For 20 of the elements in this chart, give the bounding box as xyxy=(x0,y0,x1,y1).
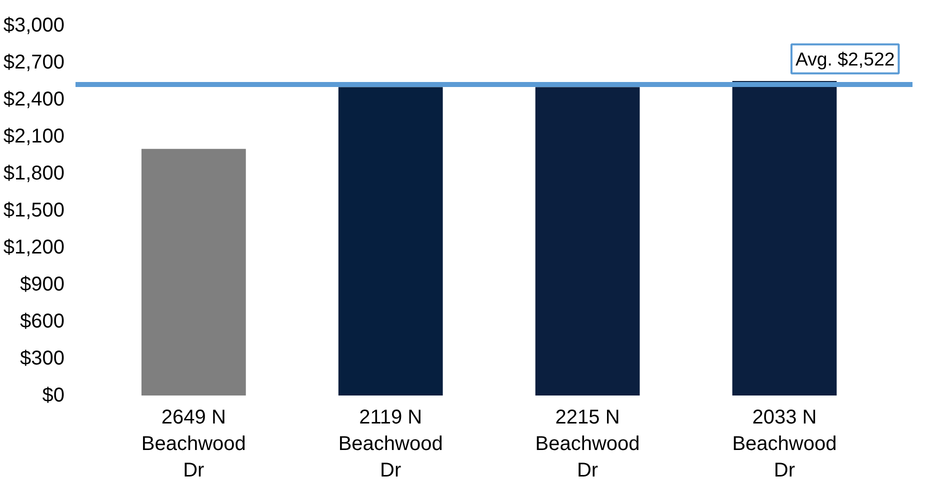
bar xyxy=(338,87,443,396)
x-tick-label: 2649 N Beachwood Dr xyxy=(141,406,246,482)
bar xyxy=(732,81,837,396)
y-tick-label: $0 xyxy=(42,384,65,406)
y-tick-label: $1,800 xyxy=(3,162,64,184)
y-tick-label: $1,200 xyxy=(3,236,64,258)
bar xyxy=(141,148,246,396)
y-tick-label: $600 xyxy=(20,310,65,332)
x-tick-label: 2215 N Beachwood Dr xyxy=(535,406,640,482)
y-tick-label: $2,100 xyxy=(3,126,64,148)
y-tick-label: $1,500 xyxy=(3,200,64,222)
y-tick-label: $2,700 xyxy=(3,52,64,74)
x-tick-label: 2033 N Beachwood Dr xyxy=(732,406,837,482)
y-tick-label: $2,400 xyxy=(3,88,64,110)
ref-line-label: Avg. $2,522 xyxy=(795,48,895,70)
x-tick-label: 2119 N Beachwood Dr xyxy=(338,406,443,482)
bar xyxy=(535,87,640,396)
y-tick-label: $3,000 xyxy=(3,14,64,36)
y-tick-label: $900 xyxy=(20,274,65,296)
y-tick-label: $300 xyxy=(20,348,65,370)
